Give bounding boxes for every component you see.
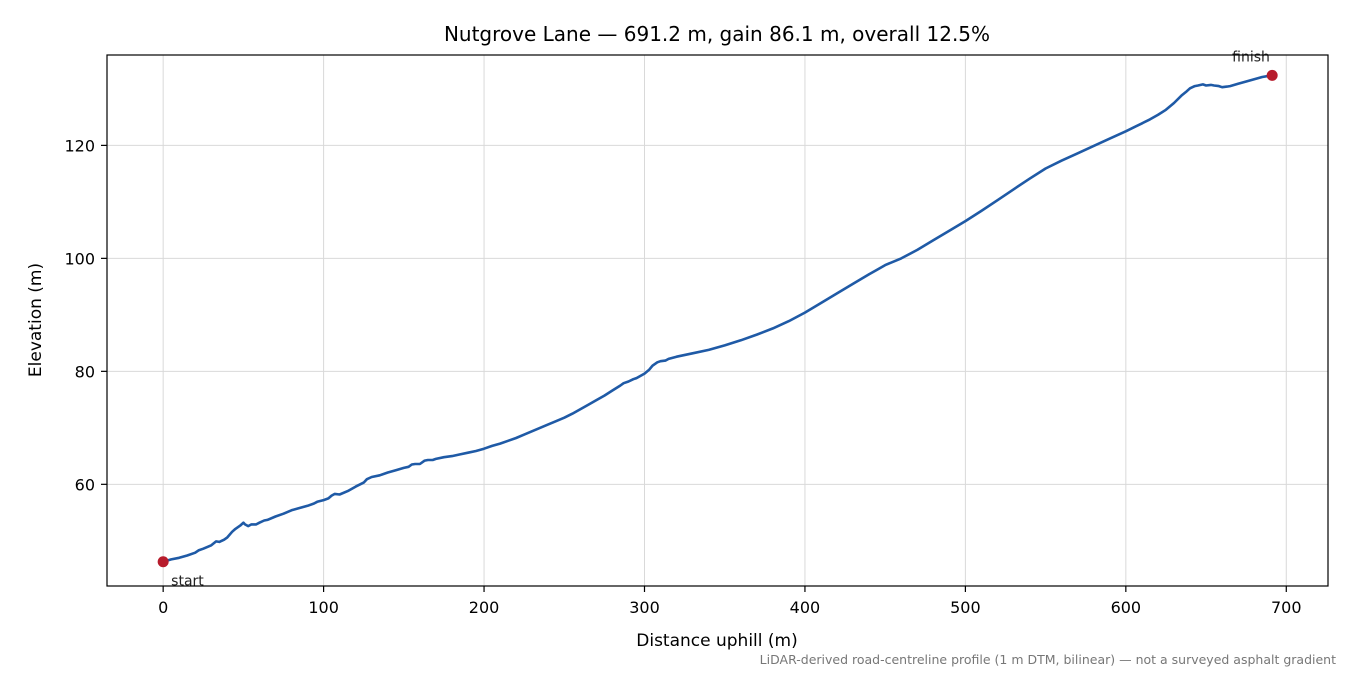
start-label: start [171,574,204,590]
elevation-series-line [161,74,1274,563]
y-axis-label: Elevation (m) [26,263,46,377]
grid-lines [107,55,1328,586]
finish-label: finish [1232,49,1270,65]
y-axis-ticks: 60 80 100 120 [64,136,107,494]
y-tick-label: 100 [64,249,95,268]
finish-marker [1266,69,1278,81]
plot-frame [106,54,1329,587]
x-tick-label: 400 [790,598,821,617]
x-tick-label: 600 [1111,598,1142,617]
y-tick-label: 60 [75,475,95,494]
chart-title: Nutgrove Lane — 691.2 m, gain 86.1 m, ov… [444,22,990,46]
x-tick-label: 0 [158,598,168,617]
x-axis-ticks: 0 100 200 300 400 500 600 700 [158,586,1302,617]
y-tick-label: 80 [75,362,95,381]
x-axis-label: Distance uphill (m) [636,631,797,651]
x-tick-label: 700 [1271,598,1302,617]
x-tick-label: 500 [950,598,981,617]
start-marker [157,556,169,568]
footnote: LiDAR-derived road-centreline profile (1… [760,652,1336,667]
x-tick-label: 300 [629,598,660,617]
endpoint-markers: start finish [157,49,1278,590]
x-tick-label: 100 [308,598,339,617]
x-tick-label: 200 [469,598,500,617]
y-tick-label: 120 [64,136,95,155]
